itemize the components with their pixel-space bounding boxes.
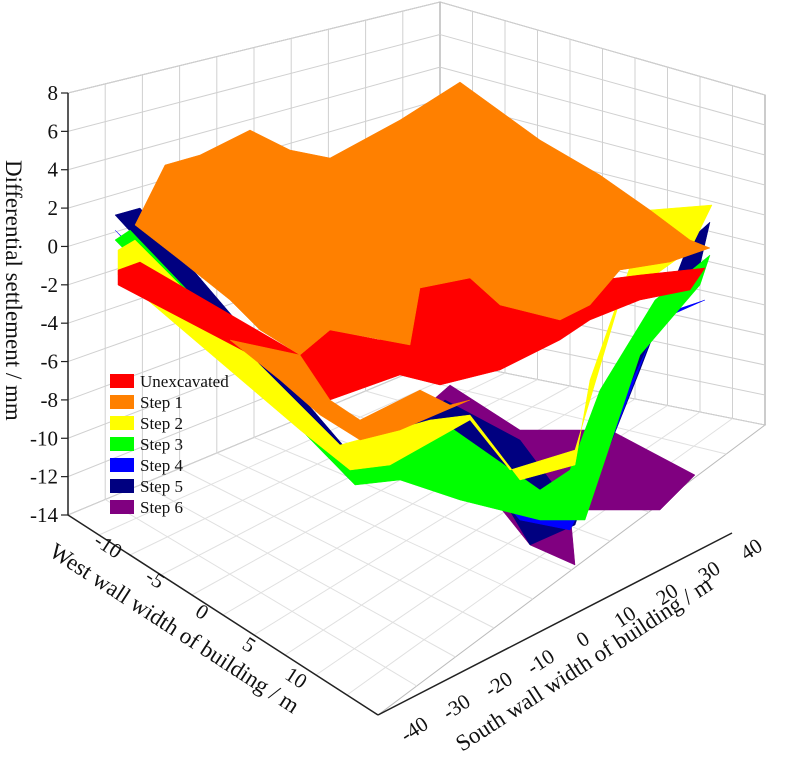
- legend-label: Step 5: [140, 477, 183, 496]
- y-axis-line: [377, 532, 733, 716]
- z-tick-label: 0: [48, 234, 59, 258]
- z-tick-label: 6: [48, 119, 59, 143]
- z-tick-label: -12: [30, 465, 58, 489]
- z-tick-label: 4: [48, 158, 59, 182]
- legend-swatch: [110, 416, 134, 430]
- z-tick-label: -6: [41, 350, 59, 374]
- grid-line: [402, 375, 727, 455]
- z-tick-label: 8: [48, 81, 59, 105]
- legend: Unexcavated Step 1 Step 2 Step 3 Step 4 Step …: [110, 372, 229, 517]
- z-tick-label: -4: [41, 311, 59, 335]
- legend-label: Step 1: [140, 393, 183, 412]
- legend-swatch: [110, 437, 134, 451]
- z-tick-label: -14: [30, 503, 58, 527]
- legend-swatch: [110, 458, 134, 472]
- legend-swatch: [110, 479, 134, 493]
- surfaces: [114, 81, 713, 566]
- x-axis-line: [67, 514, 379, 716]
- x-tick-label: 5: [238, 632, 260, 658]
- legend-label: Step 2: [140, 414, 183, 433]
- z-tick-label: -2: [41, 273, 59, 297]
- surface-step-1: [229, 339, 471, 441]
- surface-step-1: [134, 81, 711, 356]
- legend-swatch: [110, 374, 134, 388]
- y-tick-label: -30: [438, 689, 475, 724]
- z-tick-label: 2: [48, 196, 59, 220]
- axes: [67, 93, 733, 716]
- legend-swatch: [110, 500, 134, 514]
- grid-line: [222, 392, 603, 616]
- legend-label: Unexcavated: [140, 372, 229, 391]
- z-axis-title: Differential settlement / mm: [1, 160, 26, 421]
- z-tick-label: -10: [30, 426, 58, 450]
- y-tick-label: -40: [396, 711, 433, 746]
- x-tick-label: 0: [191, 599, 213, 625]
- legend-label: Step 4: [140, 456, 183, 475]
- y-tick-label: 40: [736, 533, 767, 565]
- z-tick-label: -8: [41, 388, 59, 412]
- legend-label: Step 6: [140, 498, 183, 517]
- legend-label: Step 3: [140, 435, 183, 454]
- legend-swatch: [110, 395, 134, 409]
